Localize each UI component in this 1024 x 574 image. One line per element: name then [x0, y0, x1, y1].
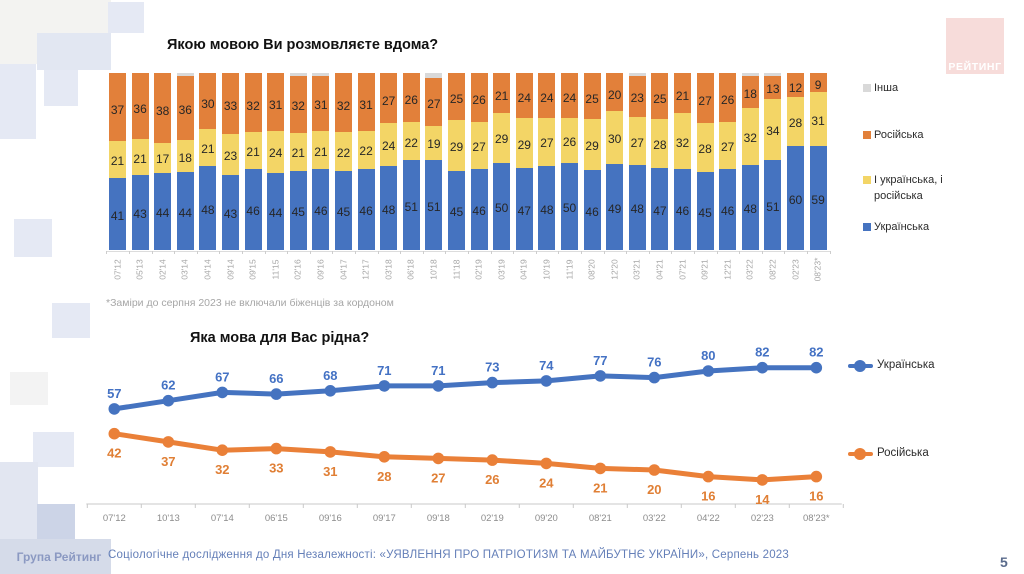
- svg-text:20: 20: [647, 482, 661, 497]
- svg-text:68: 68: [323, 368, 337, 383]
- svg-text:26: 26: [485, 472, 499, 487]
- svg-text:82: 82: [755, 345, 769, 360]
- svg-text:62: 62: [161, 378, 175, 393]
- svg-text:80: 80: [701, 348, 715, 363]
- svg-text:74: 74: [539, 358, 554, 373]
- svg-text:66: 66: [269, 371, 283, 386]
- svg-text:02'23: 02'23: [751, 513, 774, 524]
- svg-text:21: 21: [593, 480, 607, 495]
- svg-text:02'19: 02'19: [481, 513, 504, 524]
- svg-text:09'20: 09'20: [535, 513, 558, 524]
- svg-text:76: 76: [647, 355, 661, 370]
- svg-text:14: 14: [755, 492, 770, 507]
- svg-text:67: 67: [215, 369, 229, 384]
- svg-text:24: 24: [539, 475, 554, 490]
- svg-text:82: 82: [809, 345, 823, 360]
- svg-text:16: 16: [701, 489, 715, 504]
- svg-text:06'15: 06'15: [265, 513, 288, 524]
- svg-text:31: 31: [323, 464, 337, 479]
- svg-text:77: 77: [593, 353, 607, 368]
- svg-text:09'18: 09'18: [427, 513, 450, 524]
- svg-text:08'21: 08'21: [589, 513, 612, 524]
- svg-text:16: 16: [809, 489, 823, 504]
- svg-text:73: 73: [485, 360, 499, 375]
- svg-text:71: 71: [377, 363, 391, 378]
- svg-text:10'13: 10'13: [157, 513, 180, 524]
- svg-text:04'22: 04'22: [697, 513, 720, 524]
- svg-text:71: 71: [431, 363, 445, 378]
- svg-text:03'22: 03'22: [643, 513, 666, 524]
- svg-text:07'14: 07'14: [211, 513, 234, 524]
- svg-text:08'23*: 08'23*: [803, 513, 830, 524]
- svg-text:27: 27: [431, 470, 445, 485]
- svg-text:28: 28: [377, 469, 391, 484]
- svg-text:33: 33: [269, 461, 283, 476]
- svg-text:32: 32: [215, 462, 229, 477]
- svg-text:37: 37: [161, 454, 175, 469]
- svg-text:09'16: 09'16: [319, 513, 342, 524]
- svg-text:42: 42: [107, 446, 121, 461]
- svg-text:07'12: 07'12: [103, 513, 126, 524]
- svg-text:57: 57: [107, 386, 121, 401]
- svg-text:09'17: 09'17: [373, 513, 396, 524]
